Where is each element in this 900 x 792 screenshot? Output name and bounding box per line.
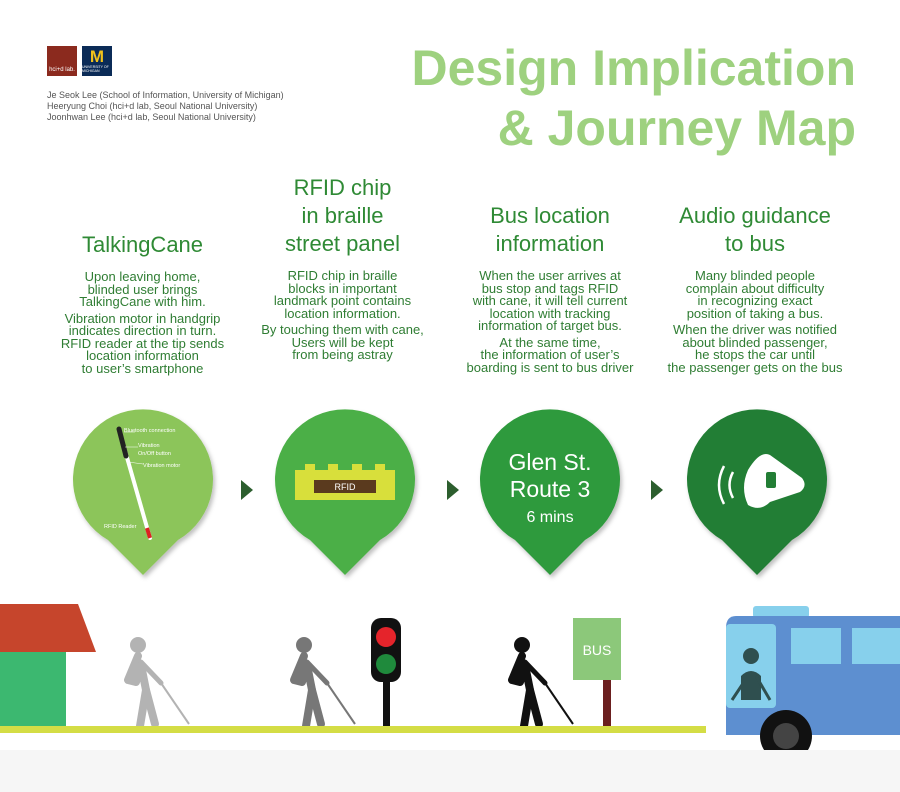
arrow-right-icon bbox=[651, 480, 663, 500]
column-title: TalkingCane bbox=[81, 232, 204, 257]
cane-label-bluetooth: Bluetooth connection bbox=[124, 428, 175, 434]
pin-shape bbox=[686, 409, 828, 575]
paragraph: RFID chip in braille blocks in important… bbox=[273, 268, 412, 321]
cane-label-motor: Vibration motor bbox=[143, 463, 180, 469]
page-title: Design Implication & Journey Map bbox=[411, 38, 856, 158]
bus-stop-name: Glen St. bbox=[508, 449, 591, 475]
talkingcane-pin bbox=[73, 409, 214, 575]
house-illustration bbox=[0, 604, 96, 728]
author-line: Joonhwan Lee (hci+d lab, Seoul National … bbox=[47, 112, 256, 122]
column-title: RFID chip in braille street panel bbox=[285, 175, 400, 256]
paragraph: Upon leaving home, blinded user brings T… bbox=[79, 269, 206, 309]
pin-shape bbox=[275, 409, 415, 575]
paragraph: When the user arrives at bus stop and ta… bbox=[472, 268, 628, 333]
pedestrian-icon bbox=[508, 637, 574, 730]
column-rfid-chip: RFID chip in braille street panel RFID c… bbox=[250, 174, 435, 366]
column-body: RFID chip in braille blocks in important… bbox=[250, 268, 435, 362]
paragraph: Vibration motor in handgrip indicates di… bbox=[60, 310, 225, 376]
column-bus-location: Bus location information When the user a… bbox=[455, 202, 645, 378]
author-line: Heeryung Choi (hci+d lab, Seoul National… bbox=[47, 101, 258, 111]
paragraph: By touching them with cane, Users will b… bbox=[261, 322, 424, 362]
author-line: Je Seok Lee (School of Information, Univ… bbox=[47, 90, 284, 100]
ground-line bbox=[0, 726, 706, 733]
column-title: Audio guidance to bus bbox=[679, 203, 831, 256]
bus-illustration bbox=[726, 606, 900, 762]
bus-location-pin bbox=[479, 409, 620, 575]
pedestrian-icon bbox=[290, 637, 356, 730]
cane-icon bbox=[116, 426, 152, 540]
university-of-michigan-logo: M UNIVERSITY OF MICHIGAN bbox=[82, 46, 112, 76]
pin-shape bbox=[73, 409, 214, 575]
paragraph: When the driver was notified about blind… bbox=[667, 322, 843, 375]
michigan-logo-text: UNIVERSITY OF MICHIGAN bbox=[82, 65, 109, 73]
paragraph: At the same time, the information of use… bbox=[466, 334, 634, 375]
pedestrian-icon bbox=[124, 637, 190, 730]
cane-label-vibration: Vibration bbox=[138, 443, 160, 449]
arrow-right-icon bbox=[241, 480, 253, 500]
column-body: Upon leaving home, blinded user brings T… bbox=[50, 269, 235, 376]
hcid-lab-logo-text: hci+d lab. bbox=[49, 67, 75, 73]
traffic-light-icon bbox=[371, 618, 401, 726]
bus-stop-sign-icon bbox=[573, 618, 621, 726]
arrow-right-icon bbox=[447, 480, 459, 500]
cane-label-onoff: On/Off button bbox=[138, 451, 171, 457]
column-audio-guidance: Audio guidance to bus Many blinded peopl… bbox=[655, 202, 855, 378]
column-talkingcane: TalkingCane Upon leaving home, blinded u… bbox=[50, 231, 235, 379]
speaker-icon bbox=[717, 454, 805, 508]
bus-eta: 6 mins bbox=[526, 509, 573, 526]
page-title-line: & Journey Map bbox=[497, 100, 856, 156]
paragraph: Many blinded people complain about diffi… bbox=[685, 268, 825, 321]
column-body: Many blinded people complain about diffi… bbox=[655, 268, 855, 375]
pin-shape bbox=[479, 409, 620, 575]
bus-stop-sign-label: BUS bbox=[583, 642, 612, 658]
rfid-label: RFID bbox=[335, 482, 356, 492]
footer-strip bbox=[0, 750, 900, 792]
author-list: Je Seok Lee (School of Information, Univ… bbox=[47, 90, 284, 123]
audio-guidance-pin bbox=[686, 409, 828, 575]
michigan-block-m: M bbox=[89, 47, 105, 66]
cane-label-rfid: RFID Reader bbox=[104, 524, 137, 530]
braille-block-icon bbox=[295, 464, 395, 500]
bus-route: Route 3 bbox=[510, 476, 591, 502]
column-body: When the user arrives at bus stop and ta… bbox=[455, 268, 645, 375]
page-title-line: Design Implication bbox=[411, 40, 856, 96]
hcid-lab-logo: hci+d lab. bbox=[47, 46, 77, 76]
rfid-pin bbox=[275, 409, 415, 575]
column-title: Bus location information bbox=[490, 203, 610, 256]
